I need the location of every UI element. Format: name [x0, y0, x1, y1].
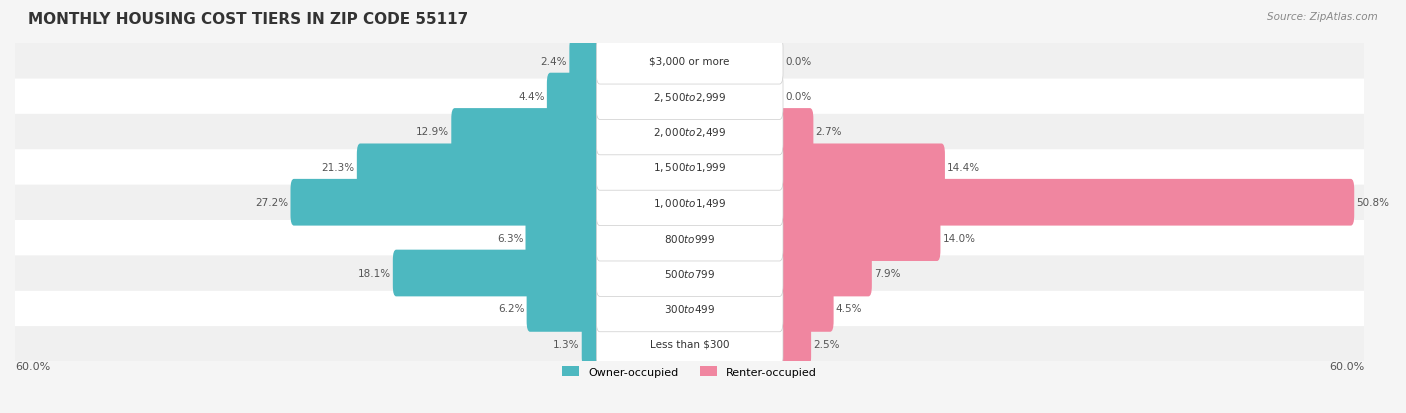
Text: $2,000 to $2,499: $2,000 to $2,499 [654, 126, 727, 139]
Text: 12.9%: 12.9% [416, 127, 449, 137]
FancyBboxPatch shape [15, 326, 1364, 362]
Text: $300 to $499: $300 to $499 [664, 303, 716, 315]
Text: 60.0%: 60.0% [1329, 362, 1364, 372]
Text: Less than $300: Less than $300 [650, 339, 730, 349]
Text: 2.5%: 2.5% [813, 339, 839, 349]
Text: $800 to $999: $800 to $999 [664, 232, 716, 244]
Text: MONTHLY HOUSING COST TIERS IN ZIP CODE 55117: MONTHLY HOUSING COST TIERS IN ZIP CODE 5… [28, 12, 468, 27]
FancyBboxPatch shape [596, 179, 783, 226]
FancyBboxPatch shape [547, 74, 603, 120]
Text: $1,000 to $1,499: $1,000 to $1,499 [654, 196, 727, 209]
Legend: Owner-occupied, Renter-occupied: Owner-occupied, Renter-occupied [558, 362, 821, 382]
Text: 60.0%: 60.0% [15, 362, 51, 372]
Text: 27.2%: 27.2% [254, 198, 288, 208]
FancyBboxPatch shape [596, 74, 783, 120]
FancyBboxPatch shape [527, 285, 603, 332]
Text: 4.4%: 4.4% [519, 92, 544, 102]
Text: $2,500 to $2,999: $2,500 to $2,999 [654, 90, 727, 103]
Text: 14.4%: 14.4% [948, 162, 980, 173]
Text: 2.7%: 2.7% [815, 127, 842, 137]
FancyBboxPatch shape [291, 179, 603, 226]
Text: $500 to $799: $500 to $799 [664, 267, 716, 279]
FancyBboxPatch shape [569, 38, 603, 85]
FancyBboxPatch shape [776, 250, 872, 297]
Text: 21.3%: 21.3% [322, 162, 354, 173]
Text: 7.9%: 7.9% [875, 268, 901, 278]
FancyBboxPatch shape [776, 144, 945, 191]
FancyBboxPatch shape [776, 320, 811, 367]
FancyBboxPatch shape [15, 221, 1364, 256]
Text: 6.2%: 6.2% [498, 304, 524, 313]
FancyBboxPatch shape [15, 44, 1364, 79]
FancyBboxPatch shape [776, 179, 1354, 226]
Text: 0.0%: 0.0% [786, 57, 811, 66]
Text: 0.0%: 0.0% [786, 92, 811, 102]
FancyBboxPatch shape [776, 215, 941, 261]
FancyBboxPatch shape [596, 320, 783, 367]
FancyBboxPatch shape [357, 144, 603, 191]
Text: 14.0%: 14.0% [942, 233, 976, 243]
FancyBboxPatch shape [15, 185, 1364, 221]
FancyBboxPatch shape [15, 79, 1364, 114]
FancyBboxPatch shape [15, 291, 1364, 326]
Text: Source: ZipAtlas.com: Source: ZipAtlas.com [1267, 12, 1378, 22]
FancyBboxPatch shape [392, 250, 603, 297]
Text: 2.4%: 2.4% [541, 57, 567, 66]
FancyBboxPatch shape [15, 256, 1364, 291]
Text: 4.5%: 4.5% [835, 304, 862, 313]
FancyBboxPatch shape [596, 144, 783, 191]
Text: 50.8%: 50.8% [1357, 198, 1389, 208]
FancyBboxPatch shape [15, 114, 1364, 150]
Text: 1.3%: 1.3% [553, 339, 579, 349]
FancyBboxPatch shape [582, 320, 603, 367]
FancyBboxPatch shape [15, 150, 1364, 185]
FancyBboxPatch shape [596, 109, 783, 155]
FancyBboxPatch shape [451, 109, 603, 155]
FancyBboxPatch shape [596, 285, 783, 332]
FancyBboxPatch shape [776, 285, 834, 332]
FancyBboxPatch shape [596, 38, 783, 85]
FancyBboxPatch shape [776, 109, 813, 155]
Text: $1,500 to $1,999: $1,500 to $1,999 [654, 161, 727, 174]
FancyBboxPatch shape [596, 250, 783, 297]
Text: 18.1%: 18.1% [357, 268, 391, 278]
Text: 6.3%: 6.3% [496, 233, 523, 243]
FancyBboxPatch shape [596, 215, 783, 261]
Text: $3,000 or more: $3,000 or more [650, 57, 730, 66]
FancyBboxPatch shape [526, 215, 603, 261]
